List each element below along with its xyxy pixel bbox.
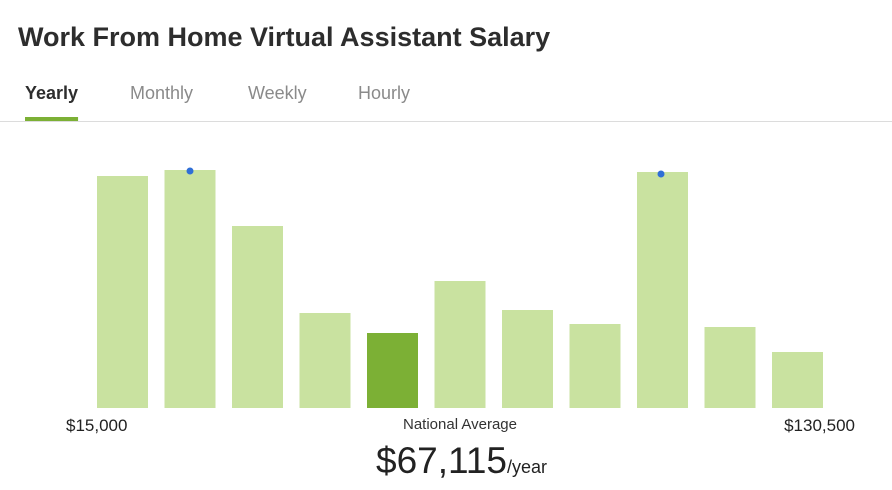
average: $67,115/year	[376, 440, 547, 481]
bar	[704, 327, 756, 408]
bar	[97, 176, 148, 408]
bar	[367, 333, 418, 408]
range-low: $15,000	[66, 416, 127, 435]
tab[interactable]: Yearly	[25, 83, 78, 103]
bar	[569, 324, 621, 408]
bar	[502, 310, 553, 408]
bar	[232, 226, 283, 408]
tab-bar: Yearly Monthly Weekly Hourly	[25, 83, 410, 121]
bar	[164, 170, 216, 408]
bar	[434, 281, 486, 408]
average-value: $67,115	[376, 440, 507, 481]
page-title: Work From Home Virtual Assistant Salary	[18, 22, 550, 52]
bar	[299, 313, 351, 408]
marker-dot	[186, 167, 194, 175]
active-tab-underline	[25, 117, 79, 121]
marker-dot	[657, 170, 665, 178]
bar	[772, 352, 823, 408]
range-high: $130,500	[784, 416, 855, 435]
tab[interactable]: Monthly	[130, 83, 193, 103]
average-caption: National Average	[403, 416, 517, 433]
tab[interactable]: Hourly	[358, 83, 410, 103]
average-unit: /year	[507, 457, 547, 477]
histogram	[97, 170, 823, 408]
bar	[637, 172, 688, 408]
tab[interactable]: Weekly	[248, 83, 307, 103]
